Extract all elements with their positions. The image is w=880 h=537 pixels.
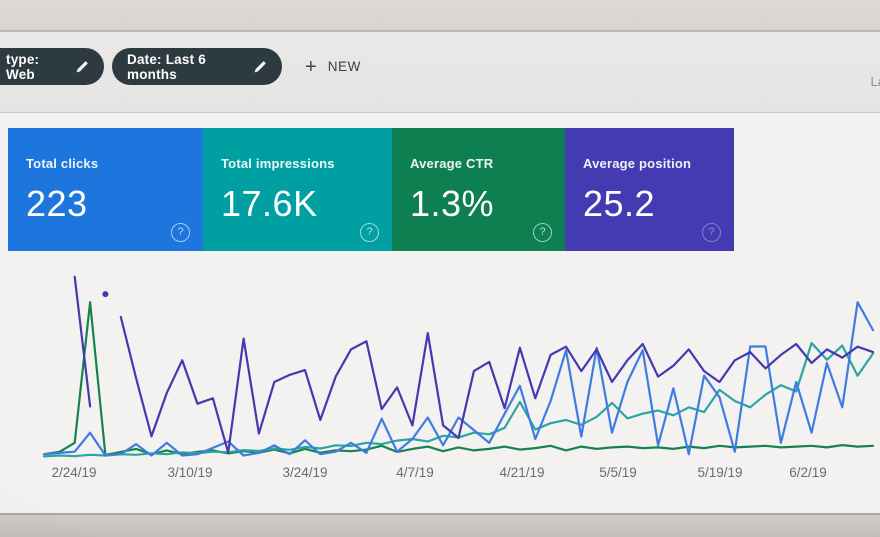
window-top-edge [0, 0, 880, 32]
search-type-filter-chip[interactable]: type: Web [0, 48, 104, 85]
chart-x-axis: 2/24/19 3/10/19 3/24/19 4/7/19 4/21/19 5/5/19… [44, 465, 873, 489]
help-icon[interactable]: ? [360, 223, 379, 242]
x-axis-tick-label: 2/24/19 [51, 465, 97, 480]
x-axis-tick-label: 4/7/19 [396, 465, 434, 480]
date-range-filter-chip[interactable]: Date: Last 6 months [112, 48, 282, 85]
metric-card-value: 223 [26, 183, 88, 224]
x-axis-tick-label: 3/24/19 [282, 465, 328, 480]
x-axis-tick-label: 5/5/19 [599, 465, 637, 480]
metric-card-label: Average CTR [410, 156, 494, 171]
metric-card-total-clicks[interactable]: Total clicks 223 ? [8, 128, 203, 251]
new-button-label: NEW [327, 59, 361, 74]
search-type-chip-label: type: Web [6, 51, 40, 82]
help-icon[interactable]: ? [702, 223, 721, 242]
help-icon[interactable]: ? [533, 223, 552, 242]
edit-pencil-icon [76, 60, 88, 72]
page-bottom-edge [0, 515, 880, 537]
metric-card-average-position[interactable]: Average position 25.2 ? [565, 128, 734, 251]
metric-card-label: Average position [583, 156, 692, 171]
date-range-chip-label: Date: Last 6 months [127, 51, 206, 82]
x-axis-tick-label: 3/10/19 [167, 465, 213, 480]
metric-card-label: Total impressions [221, 156, 335, 171]
x-axis-tick-label: 6/2/19 [789, 465, 827, 480]
metric-card-value: 25.2 [583, 183, 656, 224]
cropped-right-text: La [870, 74, 880, 89]
metric-card-value: 1.3% [410, 183, 495, 224]
metric-card-value: 17.6K [221, 183, 318, 224]
x-axis-tick-label: 4/21/19 [499, 465, 545, 480]
metric-card-total-impressions[interactable]: Total impressions 17.6K ? [203, 128, 392, 251]
metric-card-label: Total clicks [26, 156, 99, 171]
metric-card-average-ctr[interactable]: Average CTR 1.3% ? [392, 128, 565, 251]
edit-pencil-icon [254, 60, 266, 72]
performance-chart-area [42, 268, 875, 458]
new-filter-button[interactable]: + NEW [297, 48, 369, 85]
performance-chart[interactable] [42, 268, 875, 458]
plus-icon: + [305, 55, 317, 78]
performance-panel: Total clicks 223 ? Total impressions 17.… [0, 113, 880, 515]
filter-toolbar: type: Web Date: Last 6 months + NEW La [0, 32, 880, 113]
x-axis-tick-label: 5/19/19 [697, 465, 743, 480]
metric-cards-row: Total clicks 223 ? Total impressions 17.… [0, 128, 880, 251]
help-icon[interactable]: ? [171, 223, 190, 242]
